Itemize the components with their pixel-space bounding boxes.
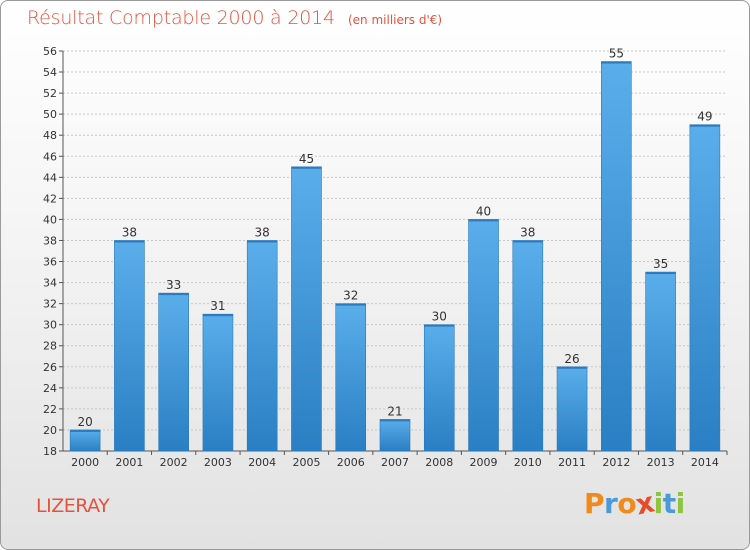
bar-top-edge-2007: [380, 419, 410, 422]
bar-top-edge-2014: [689, 124, 720, 127]
x-tick-label-2001: 2001: [115, 456, 143, 469]
y-tick-label: 40: [43, 213, 57, 226]
bar-top-edge-2009: [468, 219, 499, 222]
bar-2014: [689, 124, 721, 452]
data-label-2008: 30: [432, 310, 447, 324]
bar-2003: [202, 313, 234, 452]
y-tick-label: 52: [43, 87, 57, 100]
data-label-2001: 38: [122, 225, 137, 239]
y-tick-label: 36: [43, 256, 57, 269]
bar-2004: [246, 240, 278, 452]
y-tick-label: 32: [43, 298, 57, 311]
bar-2001: [114, 240, 145, 452]
x-tick-label-2000: 2000: [71, 456, 99, 469]
data-label-2006: 32: [343, 289, 358, 303]
chart-subtitle: (en milliers d'€): [347, 13, 443, 27]
bar-top-edge-2006: [335, 303, 366, 306]
data-label-2009: 40: [476, 204, 491, 218]
x-tick-label-2009: 2009: [470, 456, 498, 469]
bar-top-edge-2010: [512, 240, 543, 243]
bars: [69, 61, 721, 452]
commune-name: LIZERAY: [36, 495, 110, 517]
y-tick-label: 26: [43, 361, 57, 374]
x-tick-label-2010: 2010: [514, 456, 542, 469]
logo-letter: r: [604, 487, 618, 520]
data-label-2013: 35: [653, 257, 668, 271]
bar-top-edge-2001: [114, 240, 145, 243]
y-tick-label: 46: [43, 150, 57, 163]
bar-top-edge-2012: [601, 61, 632, 64]
logo-letter: t: [662, 487, 676, 520]
bar-2012: [601, 61, 632, 452]
x-tick-label-2003: 2003: [204, 456, 232, 469]
data-label-2007: 21: [387, 404, 402, 418]
bar-top-edge-2004: [247, 240, 278, 243]
y-tick-label: 42: [43, 192, 57, 205]
data-label-2004: 38: [255, 225, 270, 239]
data-label-2002: 33: [166, 278, 181, 292]
y-tick-label: 20: [43, 424, 57, 437]
x-tick-label-2005: 2005: [292, 456, 320, 469]
y-tick-label: 34: [43, 277, 57, 290]
y-tick-label: 54: [43, 66, 57, 79]
chart-title-row: Résultat Comptable 2000 à 2014 (en milli…: [27, 7, 442, 29]
data-label-2011: 26: [564, 352, 579, 366]
bar-2013: [645, 271, 676, 452]
bar-top-edge-2003: [202, 314, 233, 317]
bar-top-edge-2002: [158, 293, 189, 296]
logo-letter: i: [675, 487, 686, 520]
proxiti-logo: Proxiti: [584, 486, 686, 522]
bar-top-edge-2013: [645, 272, 676, 275]
bar-top-edge-2011: [557, 366, 588, 369]
y-tick-label: 56: [43, 45, 57, 58]
x-tick-label-2006: 2006: [337, 456, 365, 469]
data-label-2014: 49: [697, 110, 712, 124]
y-tick-label: 48: [43, 129, 57, 142]
y-tick-label: 18: [43, 445, 57, 458]
bar-2000: [69, 429, 101, 452]
bar-2010: [512, 240, 544, 452]
data-label-2010: 38: [520, 225, 535, 239]
x-tick-label-2011: 2011: [558, 456, 586, 469]
bar-2008: [423, 324, 455, 452]
x-tick-label-2007: 2007: [381, 456, 409, 469]
y-tick-label: 28: [43, 340, 57, 353]
y-tick-label: 50: [43, 108, 57, 121]
y-tick-label: 38: [43, 234, 57, 247]
x-tick-label-2013: 2013: [647, 456, 675, 469]
y-tick-label: 22: [43, 403, 57, 416]
bar-2009: [468, 219, 499, 452]
y-tick-label: 24: [43, 382, 57, 395]
x-tick-label-2014: 2014: [691, 456, 719, 469]
bar-2011: [556, 366, 588, 452]
bar-top-edge-2000: [70, 429, 101, 432]
chart-title: Résultat Comptable 2000 à 2014: [27, 7, 335, 29]
bar-2002: [158, 292, 189, 452]
data-label-2003: 31: [210, 299, 225, 313]
bar-2006: [335, 303, 367, 452]
labels: 18 20 22 24 26 28 30 32 34 36 38 40 42 44 46 48 50 52 54 56…: [43, 45, 719, 469]
data-label-2005: 45: [299, 152, 314, 166]
logo-letter: o: [617, 487, 637, 520]
bar-top-edge-2005: [291, 166, 322, 169]
logo-letter: i: [653, 487, 664, 520]
data-label-2000: 20: [77, 415, 92, 429]
y-tick-label: 30: [43, 319, 57, 332]
bar-top-edge-2008: [424, 324, 455, 327]
x-tick-label-2004: 2004: [248, 456, 276, 469]
y-tick-label: 44: [43, 171, 57, 184]
bar-2005: [291, 166, 322, 452]
bar-2007: [379, 419, 411, 452]
x-tick-label-2012: 2012: [602, 456, 630, 469]
data-label-2012: 55: [609, 47, 624, 61]
x-tick-label-2008: 2008: [425, 456, 453, 469]
logo-letter: P: [584, 487, 605, 520]
x-tick-label-2002: 2002: [160, 456, 188, 469]
